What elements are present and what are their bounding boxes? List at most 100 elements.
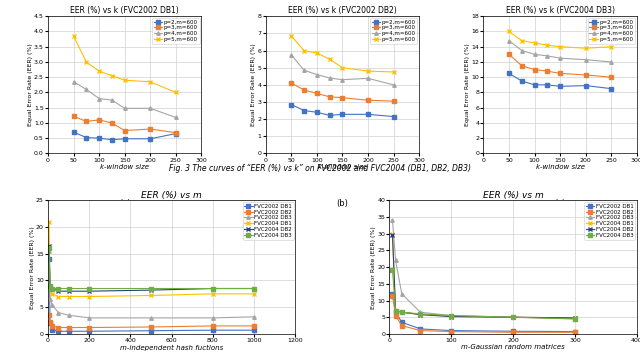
p=3,m=600 bbox=[556, 71, 564, 75]
Line: p=4,m=600: p=4,m=600 bbox=[508, 39, 613, 64]
Line: p=4,m=600: p=4,m=600 bbox=[72, 80, 177, 119]
FVC2004 DB2 bbox=[417, 312, 424, 317]
FVC2004 DB1 bbox=[65, 294, 72, 299]
p=2,m=600 bbox=[287, 103, 295, 107]
p=4,m=600 bbox=[531, 52, 538, 57]
FVC2002 DB1 bbox=[447, 329, 455, 333]
p=4,m=600 bbox=[313, 73, 321, 77]
FVC2004 DB2 bbox=[392, 308, 399, 313]
p=5,m=600 bbox=[531, 41, 538, 45]
FVC2002 DB2 bbox=[45, 313, 53, 317]
Line: p=5,m=600: p=5,m=600 bbox=[72, 34, 177, 94]
p=2,m=600 bbox=[121, 136, 129, 141]
FVC2002 DB1 bbox=[388, 292, 396, 296]
FVC2002 DB1 bbox=[209, 328, 217, 332]
Title: EER (%) vs k (FVC2002 DB2): EER (%) vs k (FVC2002 DB2) bbox=[288, 6, 397, 16]
p=3,m=600 bbox=[287, 81, 295, 85]
p=4,m=600 bbox=[300, 68, 308, 73]
Line: p=2,m=600: p=2,m=600 bbox=[289, 103, 396, 118]
p=4,m=600 bbox=[607, 60, 615, 64]
FVC2002 DB3 bbox=[54, 310, 62, 315]
Line: FVC2004 DB2: FVC2004 DB2 bbox=[47, 244, 256, 293]
p=2,m=600 bbox=[326, 113, 333, 118]
p=5,m=600 bbox=[607, 44, 615, 49]
Legend: FVC2002 DB1, FVC2002 DB2, FVC2002 DB3, FVC2004 DB1, FVC2004 DB2, FVC2004 DB3: FVC2002 DB1, FVC2002 DB2, FVC2002 DB3, F… bbox=[243, 202, 294, 239]
p=5,m=600 bbox=[300, 48, 308, 53]
Line: p=4,m=600: p=4,m=600 bbox=[289, 53, 396, 87]
FVC2002 DB2 bbox=[509, 330, 517, 334]
p=3,m=600 bbox=[313, 91, 321, 96]
FVC2004 DB3 bbox=[147, 286, 155, 291]
p=5,m=600 bbox=[147, 80, 154, 84]
X-axis label: k-window size: k-window size bbox=[536, 164, 584, 170]
p=4,m=600 bbox=[95, 96, 103, 101]
FVC2002 DB1 bbox=[417, 327, 424, 331]
FVC2004 DB2 bbox=[85, 289, 93, 293]
p=5,m=600 bbox=[83, 60, 90, 64]
FVC2004 DB1 bbox=[417, 312, 424, 317]
FVC2002 DB2 bbox=[417, 329, 424, 333]
FVC2002 DB3 bbox=[417, 310, 424, 314]
FVC2004 DB1 bbox=[447, 314, 455, 319]
p=5,m=600 bbox=[313, 51, 321, 55]
FVC2004 DB1 bbox=[147, 293, 155, 297]
Line: FVC2004 DB2: FVC2004 DB2 bbox=[391, 234, 577, 319]
p=3,m=600 bbox=[364, 98, 372, 103]
Line: FVC2002 DB3: FVC2002 DB3 bbox=[47, 249, 256, 319]
p=4,m=600 bbox=[108, 98, 116, 102]
FVC2004 DB2 bbox=[54, 289, 62, 293]
Title: EER (%) vs k (FVC2002 DB1): EER (%) vs k (FVC2002 DB1) bbox=[70, 6, 179, 16]
Line: p=5,m=600: p=5,m=600 bbox=[289, 34, 396, 74]
Title: EER (%) vs m: EER (%) vs m bbox=[483, 191, 543, 200]
Title: EER (%) vs k (FVC2004 DB3): EER (%) vs k (FVC2004 DB3) bbox=[506, 6, 614, 16]
p=4,m=600 bbox=[518, 48, 525, 53]
Legend: p=2,m=600, p=3,m=600, p=4,m=600, p=5,m=600: p=2,m=600, p=3,m=600, p=4,m=600, p=5,m=6… bbox=[588, 18, 635, 44]
Line: FVC2004 DB3: FVC2004 DB3 bbox=[47, 247, 256, 290]
p=4,m=600 bbox=[287, 53, 295, 57]
Line: p=2,m=600: p=2,m=600 bbox=[508, 72, 613, 90]
Line: FVC2004 DB3: FVC2004 DB3 bbox=[391, 269, 577, 321]
FVC2004 DB1 bbox=[48, 292, 56, 296]
p=4,m=600 bbox=[582, 57, 589, 62]
FVC2002 DB2 bbox=[147, 325, 155, 329]
FVC2004 DB1 bbox=[398, 310, 406, 314]
p=4,m=600 bbox=[505, 39, 513, 43]
FVC2002 DB3 bbox=[85, 316, 93, 320]
FVC2004 DB1 bbox=[388, 232, 396, 236]
FVC2004 DB3 bbox=[388, 268, 396, 273]
Legend: p=2,m=600, p=3,m=600, p=4,m=600, p=5,m=600: p=2,m=600, p=3,m=600, p=4,m=600, p=5,m=6… bbox=[152, 18, 200, 44]
Y-axis label: Equal Error Rate (EER) (%): Equal Error Rate (EER) (%) bbox=[465, 43, 470, 126]
p=3,m=600 bbox=[390, 99, 397, 103]
p=5,m=600 bbox=[390, 70, 397, 74]
FVC2004 DB2 bbox=[250, 286, 258, 291]
Line: FVC2002 DB1: FVC2002 DB1 bbox=[391, 292, 577, 333]
FVC2004 DB3 bbox=[209, 286, 217, 291]
FVC2002 DB1 bbox=[46, 321, 54, 325]
p=2,m=600 bbox=[556, 84, 564, 88]
FVC2002 DB3 bbox=[209, 316, 217, 320]
FVC2002 DB3 bbox=[48, 303, 56, 307]
FVC2004 DB2 bbox=[571, 316, 579, 320]
X-axis label: m-independent hash fuctions: m-independent hash fuctions bbox=[120, 344, 223, 351]
p=4,m=600 bbox=[543, 54, 551, 58]
FVC2004 DB3 bbox=[250, 286, 258, 291]
FVC2002 DB1 bbox=[250, 328, 258, 332]
p=5,m=600 bbox=[95, 69, 103, 73]
Text: (b): (b) bbox=[337, 199, 348, 208]
Y-axis label: Equal Error Rate (EER) (%): Equal Error Rate (EER) (%) bbox=[28, 43, 33, 126]
FVC2002 DB1 bbox=[45, 257, 53, 261]
FVC2002 DB2 bbox=[48, 324, 56, 328]
FVC2004 DB1 bbox=[250, 292, 258, 296]
p=2,m=600 bbox=[70, 130, 77, 134]
p=3,m=600 bbox=[172, 131, 180, 135]
p=2,m=600 bbox=[364, 112, 372, 117]
FVC2002 DB1 bbox=[509, 329, 517, 334]
p=5,m=600 bbox=[121, 78, 129, 82]
Line: p=3,m=600: p=3,m=600 bbox=[508, 53, 613, 79]
FVC2002 DB2 bbox=[447, 330, 455, 334]
Legend: p=2,m=600, p=3,m=600, p=4,m=600, p=5,m=600: p=2,m=600, p=3,m=600, p=4,m=600, p=5,m=6… bbox=[370, 18, 417, 44]
p=2,m=600 bbox=[313, 110, 321, 114]
p=5,m=600 bbox=[505, 29, 513, 34]
p=5,m=600 bbox=[287, 34, 295, 38]
FVC2002 DB3 bbox=[65, 313, 72, 317]
